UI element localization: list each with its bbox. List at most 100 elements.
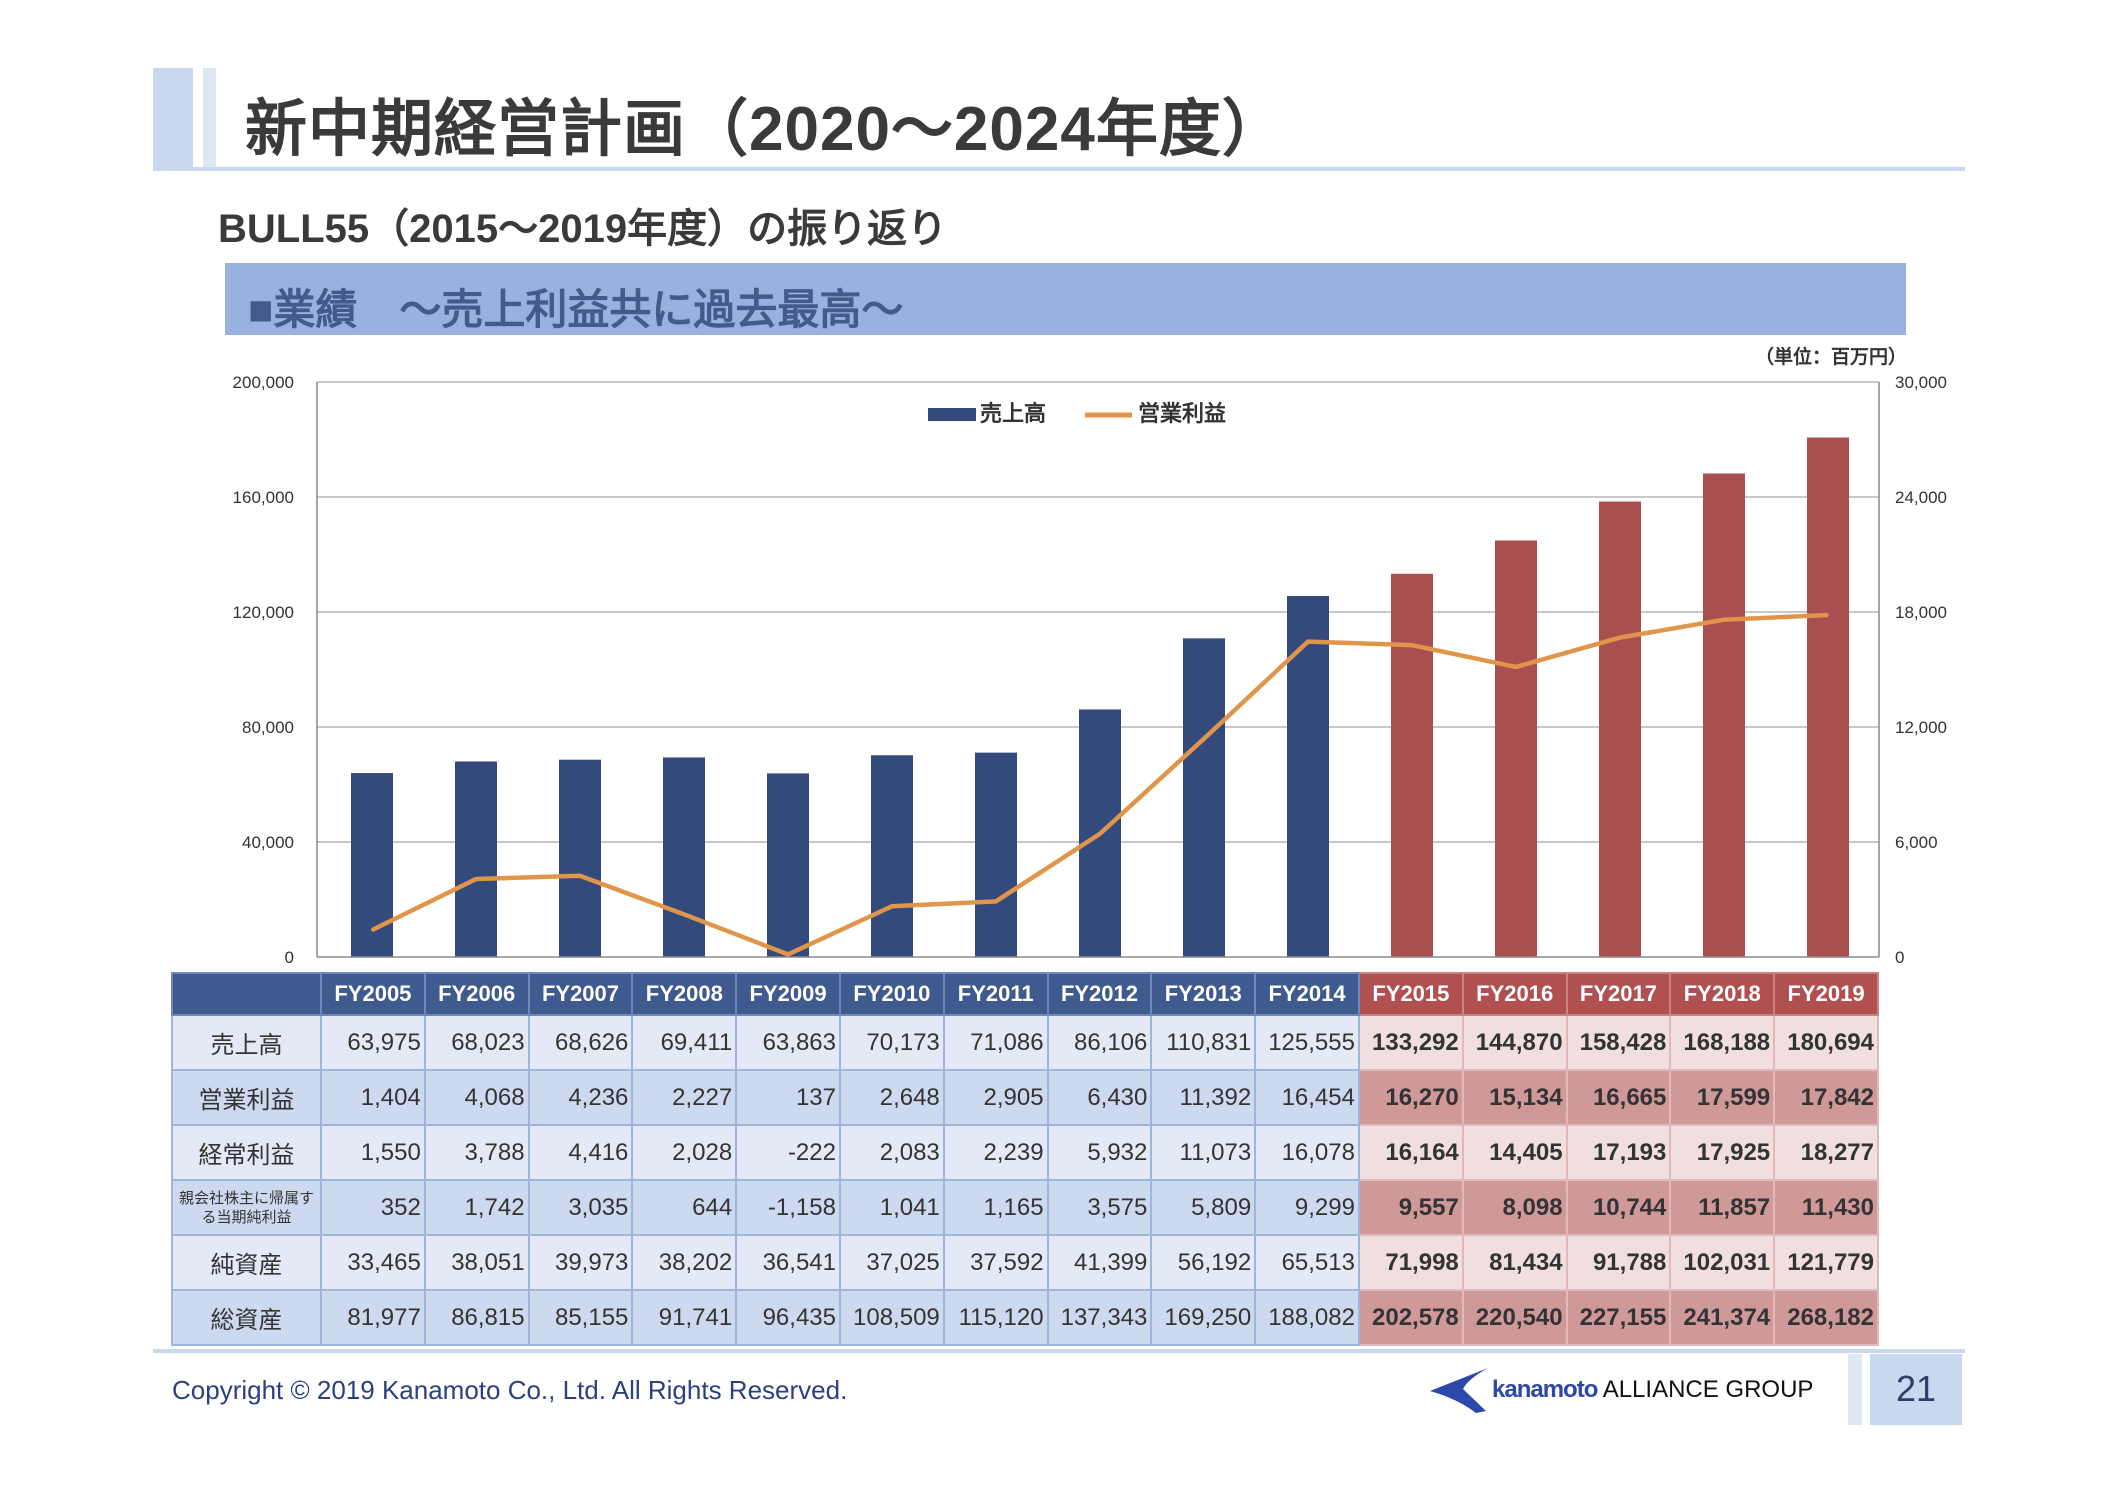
- right-tick-label: 6,000: [1895, 833, 1938, 852]
- bar-sales-FY2019: [1807, 437, 1849, 957]
- table-cell: 3,575: [1046, 1179, 1153, 1236]
- footer-divider: [153, 1349, 1965, 1353]
- bar-sales-FY2007: [559, 759, 601, 957]
- point-operating-profit-FY2006: [475, 878, 477, 881]
- title-accent-bar: [153, 68, 193, 169]
- column-header: FY2009: [735, 972, 841, 1016]
- unit-label: （単位：百万円）: [1755, 347, 1908, 368]
- table-cell: 1,404: [320, 1069, 426, 1126]
- right-tick-label: 30,000: [1895, 373, 1947, 392]
- left-tick-label: 0: [285, 948, 294, 967]
- table-cell: 5,809: [1150, 1179, 1257, 1236]
- bar-sales-FY2011: [975, 752, 1017, 957]
- table-cell: 137: [735, 1069, 841, 1126]
- financial-table: FY2005 FY2006 FY2007 FY2008 FY2009 FY2010 FY20…: [171, 972, 1879, 1346]
- table-cell: 68,023: [423, 1014, 530, 1071]
- table-row: 親会社株主に帰属する当期純利益 352 1,742 3,035 644 -1,158 1,0…: [171, 1179, 1879, 1236]
- right-tick-label: 18,000: [1895, 603, 1947, 622]
- bar-sales-FY2017: [1599, 501, 1641, 957]
- table-cell: 86,106: [1046, 1014, 1153, 1071]
- table-cell: 220,540: [1461, 1289, 1568, 1346]
- table-cell: 1,165: [942, 1179, 1049, 1236]
- right-tick-label: 24,000: [1895, 488, 1947, 507]
- column-header: FY2015: [1357, 972, 1464, 1016]
- table-cell: 110,831: [1150, 1014, 1257, 1071]
- row-header: 経常利益: [171, 1124, 322, 1181]
- table-cell: 68,626: [527, 1014, 634, 1071]
- table-cell: 3,035: [527, 1179, 634, 1236]
- table-cell: 38,051: [423, 1234, 530, 1291]
- combo-chart: 0 0 40,000 6,000 80,000 12,000 120,000 18,000 16…: [233, 373, 1947, 967]
- table-cell: 85,155: [527, 1289, 634, 1346]
- bar-sales-FY2008: [663, 757, 705, 957]
- column-header: FY2005: [320, 972, 426, 1016]
- table-cell: 169,250: [1150, 1289, 1257, 1346]
- logo-brand: kanamoto: [1492, 1376, 1598, 1403]
- table-cell: 121,779: [1773, 1234, 1879, 1291]
- section-band: [225, 263, 1906, 335]
- table-cell: 202,578: [1357, 1289, 1464, 1346]
- table-cell: 16,164: [1357, 1124, 1464, 1181]
- table-cell: 16,270: [1357, 1069, 1464, 1126]
- table-cell: 2,905: [942, 1069, 1049, 1126]
- point-operating-profit-FY2018: [1723, 618, 1725, 621]
- table-cell: 17,925: [1669, 1124, 1776, 1181]
- table-cell: 1,041: [838, 1179, 945, 1236]
- legend: 売上高 営業利益: [928, 401, 1226, 426]
- row-header: 営業利益: [171, 1069, 322, 1126]
- table-cell: 188,082: [1254, 1289, 1360, 1346]
- left-tick-label: 80,000: [242, 718, 294, 737]
- table-cell: 41,399: [1046, 1234, 1153, 1291]
- table-cell: 168,188: [1669, 1014, 1776, 1071]
- table-cell: 1,742: [423, 1179, 530, 1236]
- point-operating-profit-FY2017: [1619, 636, 1621, 639]
- table-cell: 86,815: [423, 1289, 530, 1346]
- bars: [351, 437, 1849, 957]
- page-number: 21: [1895, 1368, 1937, 1409]
- table-cell: 38,202: [631, 1234, 738, 1291]
- left-tick-label: 200,000: [233, 373, 294, 392]
- table-cell: -222: [735, 1124, 841, 1181]
- column-header: FY2017: [1565, 972, 1672, 1016]
- table-cell: 2,648: [838, 1069, 945, 1126]
- table-cell: 17,599: [1669, 1069, 1776, 1126]
- right-tick-label: 0: [1895, 948, 1904, 967]
- point-operating-profit-FY2013: [1203, 737, 1205, 740]
- column-header: FY2012: [1046, 972, 1153, 1016]
- legend-swatch-sales: [928, 408, 976, 421]
- table-cell: 227,155: [1565, 1289, 1672, 1346]
- table-cell: 158,428: [1565, 1014, 1672, 1071]
- table-cell: 10,744: [1565, 1179, 1672, 1236]
- company-logo-text: kanamoto ALLIANCE GROUP: [1492, 1376, 1813, 1404]
- bar-sales-FY2014: [1287, 596, 1329, 957]
- bar-sales-FY2010: [871, 755, 913, 957]
- left-tick-label: 40,000: [242, 833, 294, 852]
- table-row: 総資産 81,977 86,815 85,155 91,741 96,435 108,509…: [171, 1289, 1879, 1346]
- point-operating-profit-FY2019: [1827, 614, 1829, 617]
- column-header: FY2007: [527, 972, 634, 1016]
- table-cell: 133,292: [1357, 1014, 1464, 1071]
- table-cell: 11,392: [1150, 1069, 1257, 1126]
- title-divider: [153, 167, 1965, 171]
- row-header: 純資産: [171, 1234, 322, 1291]
- point-operating-profit-FY2005: [371, 929, 373, 932]
- operating-profit-line: [371, 612, 1829, 957]
- legend-label-profit: 営業利益: [1138, 401, 1226, 426]
- table-cell: 144,870: [1461, 1014, 1568, 1071]
- table-row: 純資産 33,465 38,051 39,973 38,202 36,541 37,025 3…: [171, 1234, 1879, 1291]
- table-cell: 4,068: [423, 1069, 530, 1126]
- table-cell: 33,465: [320, 1234, 426, 1291]
- axes: [316, 382, 1880, 958]
- point-operating-profit-FY2015: [1411, 644, 1413, 647]
- page-number-box: [1870, 1354, 1962, 1425]
- row-header: 総資産: [171, 1289, 322, 1346]
- table-cell: 2,227: [631, 1069, 738, 1126]
- kanamoto-logo-icon: [1430, 1368, 1488, 1413]
- table-cell: 15,134: [1461, 1069, 1568, 1126]
- table-cell: 2,239: [942, 1124, 1049, 1181]
- point-operating-profit-FY2016: [1515, 665, 1517, 668]
- table-corner: [171, 972, 322, 1016]
- page-accent-strip: [1848, 1354, 1862, 1425]
- table-cell: 11,430: [1773, 1179, 1879, 1236]
- table-cell: 2,083: [838, 1124, 945, 1181]
